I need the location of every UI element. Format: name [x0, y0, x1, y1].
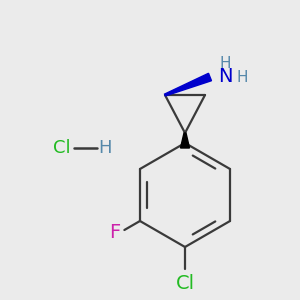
Text: H: H — [237, 70, 248, 86]
Text: Cl: Cl — [53, 139, 71, 157]
Text: Cl: Cl — [176, 274, 195, 293]
Polygon shape — [165, 73, 212, 96]
Text: H: H — [219, 56, 231, 70]
Text: F: F — [109, 224, 120, 242]
Text: N: N — [218, 68, 232, 86]
Text: H: H — [98, 139, 112, 157]
Polygon shape — [181, 133, 190, 148]
